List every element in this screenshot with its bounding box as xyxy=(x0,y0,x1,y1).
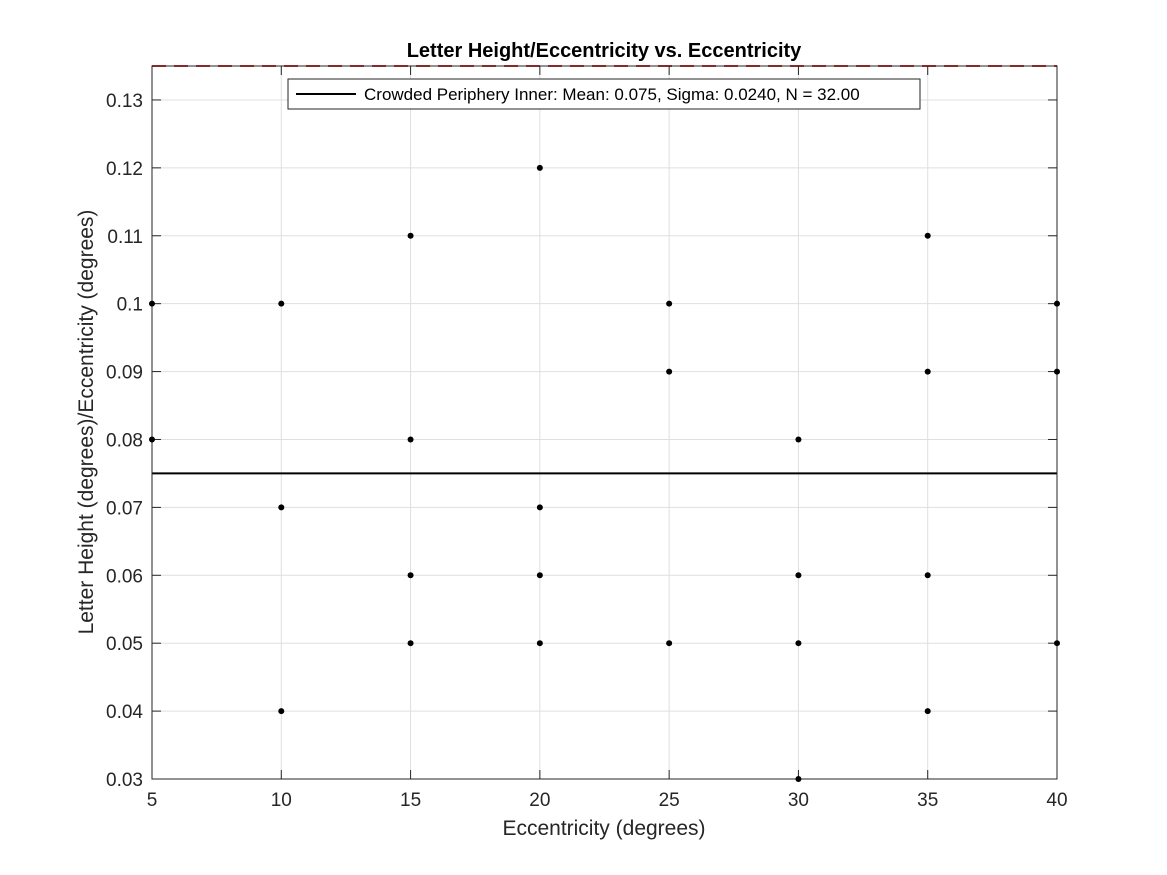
x-tick-label: 20 xyxy=(529,790,550,811)
y-axis-title: Letter Height (degrees)/Eccentricity (de… xyxy=(75,210,98,635)
data-point xyxy=(278,300,285,307)
data-point xyxy=(407,232,414,239)
data-point xyxy=(1054,640,1060,647)
y-tick-label: 0.12 xyxy=(106,159,143,180)
data-point xyxy=(795,436,802,443)
data-point xyxy=(149,436,155,443)
data-point xyxy=(149,300,155,307)
data-point xyxy=(407,436,414,443)
y-tick-label: 0.03 xyxy=(106,770,143,791)
data-point xyxy=(536,572,543,579)
data-point xyxy=(666,640,673,647)
data-point xyxy=(407,572,414,579)
x-tick-labels: 5 10 15 20 25 30 35 40 xyxy=(147,790,1068,811)
data-point xyxy=(1054,300,1060,307)
y-tick-labels: 0.03 0.04 0.05 0.06 0.07 0.08 0.09 0.1 0.11 0.12 0… xyxy=(106,91,143,791)
data-point xyxy=(795,776,802,782)
data-point xyxy=(1054,368,1060,375)
data-point xyxy=(278,504,285,511)
axis-ticks xyxy=(151,66,1058,780)
x-axis-title: Eccentricity (degrees) xyxy=(502,817,705,840)
data-point xyxy=(536,164,543,171)
y-tick-label: 0.09 xyxy=(106,363,143,384)
data-point xyxy=(795,572,802,579)
data-point xyxy=(666,300,673,307)
data-point xyxy=(795,640,802,647)
plot-area-background xyxy=(152,66,1057,779)
x-tick-label: 15 xyxy=(400,790,421,811)
data-points xyxy=(149,164,1060,782)
data-point xyxy=(924,708,931,715)
data-point xyxy=(536,640,543,647)
data-point xyxy=(924,572,931,579)
legend: Crowded Periphery Inner: Mean: 0.075, Si… xyxy=(287,78,921,110)
y-tick-label: 0.06 xyxy=(106,566,143,587)
y-tick-label: 0.1 xyxy=(117,295,143,316)
legend-box xyxy=(287,78,921,110)
x-tick-label: 40 xyxy=(1046,790,1067,811)
data-point xyxy=(924,232,931,239)
data-point xyxy=(407,640,414,647)
x-tick-label: 30 xyxy=(788,790,809,811)
legend-entry-label: Crowded Periphery Inner: Mean: 0.075, Si… xyxy=(364,85,860,104)
y-tick-label: 0.05 xyxy=(106,634,143,655)
y-tick-label: 0.13 xyxy=(106,91,143,112)
x-tick-label: 10 xyxy=(271,790,292,811)
grid-lines xyxy=(151,66,1058,780)
data-point xyxy=(924,368,931,375)
x-tick-label: 35 xyxy=(917,790,938,811)
data-point xyxy=(536,504,543,511)
y-tick-label: 0.11 xyxy=(107,227,143,248)
y-tick-label: 0.04 xyxy=(106,702,143,723)
data-point xyxy=(278,708,285,715)
y-tick-label: 0.08 xyxy=(106,430,143,451)
x-tick-label: 5 xyxy=(147,790,158,811)
data-point xyxy=(666,368,673,375)
chart-title: Letter Height/Eccentricity vs. Eccentric… xyxy=(407,40,802,62)
x-tick-label: 25 xyxy=(659,790,680,811)
plot-area-border xyxy=(151,65,1058,780)
y-tick-label: 0.07 xyxy=(106,498,143,519)
